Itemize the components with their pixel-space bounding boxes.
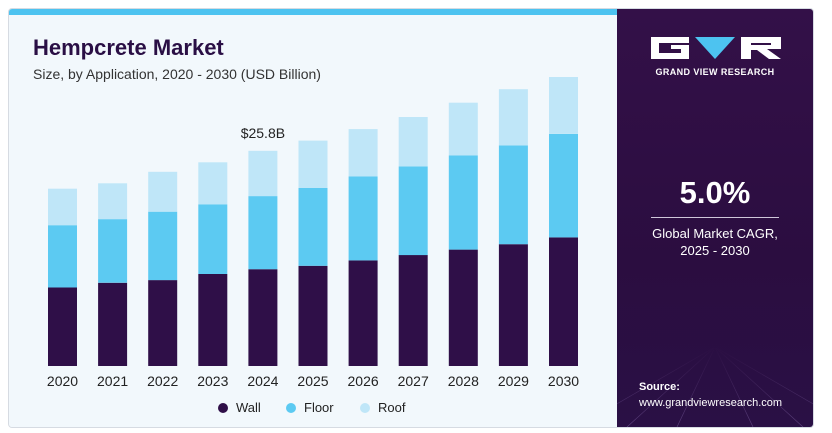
legend-swatch-wall — [218, 402, 228, 413]
infographic-card: Hempcrete Market Size, by Application, 2… — [8, 8, 814, 428]
bar-wall-2029 — [498, 244, 528, 366]
x-tick-label-2024: 2024 — [247, 373, 278, 389]
x-tick-label-2030: 2030 — [548, 373, 579, 389]
x-tick-label-2027: 2027 — [398, 373, 429, 389]
legend-swatch-floor — [286, 402, 296, 413]
page-subtitle: Size, by Application, 2020 - 2030 (USD B… — [33, 66, 321, 82]
x-tick-label-2029: 2029 — [498, 373, 529, 389]
summary-panel: GRAND VIEW RESEARCH 5.0% Global Market C… — [617, 9, 813, 427]
bar-roof-2024 — [248, 150, 278, 197]
x-tick-label-2025: 2025 — [297, 373, 328, 389]
chart-panel: Hempcrete Market Size, by Application, 2… — [9, 15, 617, 427]
bar-floor-2028 — [448, 155, 478, 250]
x-tick-label-2022: 2022 — [147, 373, 178, 389]
x-tick-label-2026: 2026 — [348, 373, 379, 389]
bar-roof-2021 — [98, 183, 128, 220]
bar-roof-2022 — [148, 171, 178, 212]
panel-decoration — [617, 346, 813, 427]
legend-label-floor: Floor — [304, 400, 334, 415]
bar-wall-2024 — [248, 269, 278, 366]
bar-floor-2021 — [98, 219, 128, 283]
bar-roof-2029 — [498, 89, 528, 146]
bar-floor-2029 — [498, 145, 528, 245]
bar-roof-2023 — [198, 162, 228, 205]
source-link[interactable]: www.grandviewresearch.com — [639, 397, 783, 409]
stacked-bar-chart: 2020 2021 2022 2023 2024 2025 2026 2027 2028 2029… — [47, 77, 579, 389]
x-tick-label-2023: 2023 — [197, 373, 228, 389]
legend-item-wall: Wall — [218, 400, 261, 415]
brand-name: GRAND VIEW RESEARCH — [655, 67, 775, 77]
cagr-value: 5.0% — [679, 175, 751, 210]
page-title: Hempcrete Market — [33, 35, 224, 60]
bar-roof-2028 — [448, 102, 478, 156]
x-tick-label-2028: 2028 — [448, 373, 479, 389]
cagr-divider — [651, 217, 779, 218]
bar-floor-2022 — [148, 211, 178, 281]
bar-wall-2027 — [398, 255, 428, 366]
data-label-2024: $25.8B — [241, 125, 285, 141]
bar-roof-2020 — [48, 188, 77, 226]
accent-bar — [9, 9, 617, 15]
legend-swatch-roof — [360, 402, 370, 413]
x-tick-label-2020: 2020 — [47, 373, 78, 389]
bar-roof-2025 — [298, 140, 328, 188]
bar-wall-2025 — [298, 265, 328, 366]
bar-roof-2026 — [348, 129, 378, 177]
legend-label-roof: Roof — [378, 400, 406, 415]
bar-floor-2024 — [248, 196, 278, 270]
bar-floor-2030 — [549, 133, 578, 238]
legend-label-wall: Wall — [236, 400, 261, 415]
bar-floor-2027 — [398, 166, 428, 256]
bar-roof-2030 — [549, 77, 578, 134]
bar-wall-2028 — [448, 249, 478, 366]
cagr-label: Global Market CAGR, 2025 - 2030 — [617, 225, 813, 259]
bar-wall-2026 — [348, 260, 378, 366]
legend-item-roof: Roof — [360, 400, 405, 415]
chart-legend: Wall Floor Roof — [9, 400, 617, 420]
bar-roof-2027 — [398, 117, 428, 167]
bar-wall-2023 — [198, 274, 228, 366]
bar-floor-2026 — [348, 176, 378, 261]
source-label: Source: — [639, 381, 680, 393]
bar-floor-2020 — [48, 225, 77, 288]
cagr-label-line2: 2025 - 2030 — [680, 243, 750, 258]
legend-item-floor: Floor — [286, 400, 334, 415]
bar-wall-2030 — [549, 237, 578, 366]
x-tick-label-2021: 2021 — [97, 373, 128, 389]
bar-wall-2020 — [48, 287, 77, 366]
bar-floor-2023 — [198, 204, 228, 274]
cagr-label-line1: Global Market CAGR, — [652, 226, 778, 241]
bar-wall-2021 — [98, 282, 128, 366]
gvr-logo-icon — [651, 37, 781, 59]
bar-floor-2025 — [298, 188, 328, 266]
bar-wall-2022 — [148, 280, 178, 366]
